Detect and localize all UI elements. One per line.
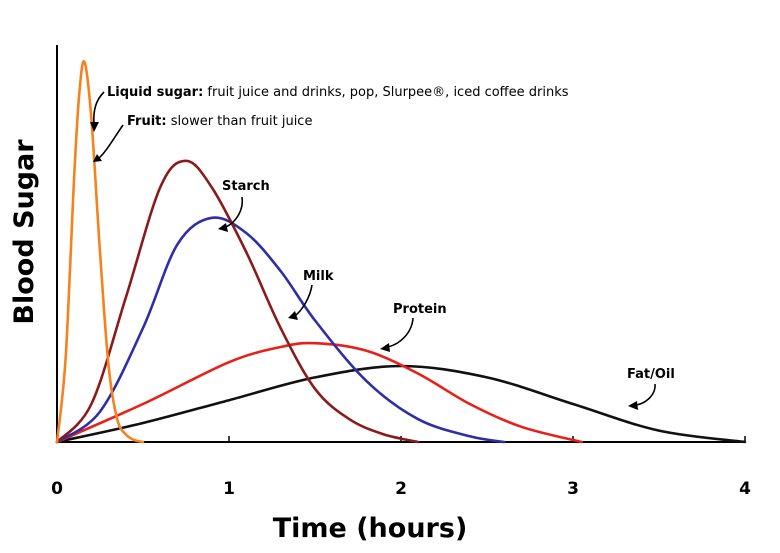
annotation-fruit-bold: Fruit: bbox=[127, 114, 167, 129]
annotation-fruit: Fruit: slower than fruit juice bbox=[127, 114, 312, 129]
arrow-liquid-sugar-head bbox=[90, 122, 99, 132]
annotation-fat-oil: Fat/Oil bbox=[627, 367, 675, 382]
series-line-protein bbox=[55, 341, 583, 444]
annotation-liquid-sugar-bold: Liquid sugar: bbox=[107, 85, 203, 100]
x-tick-label-1: 1 bbox=[223, 479, 235, 499]
arrow-milk-head bbox=[288, 311, 298, 320]
annotation-fruit-text: slower than fruit juice bbox=[167, 114, 313, 129]
x-tick-label-4: 4 bbox=[739, 479, 751, 499]
annotation-milk: Milk bbox=[303, 269, 334, 284]
arrow-starch bbox=[225, 196, 244, 228]
annotation-protein: Protein bbox=[393, 302, 447, 317]
arrow-fat-oil-head bbox=[628, 401, 638, 410]
x-tick-label-2: 2 bbox=[395, 479, 407, 499]
annotation-liquid-sugar-text: fruit juice and drinks, pop, Slurpee®, i… bbox=[203, 85, 568, 100]
arrow-protein bbox=[387, 317, 414, 348]
x-tick-label-0: 0 bbox=[51, 479, 63, 499]
series-line-liquid-sugar bbox=[55, 59, 145, 444]
x-axis-title: Time (hours) bbox=[273, 513, 468, 544]
x-tick-label-3: 3 bbox=[567, 479, 579, 499]
annotation-liquid-sugar: Liquid sugar: fruit juice and drinks, po… bbox=[107, 85, 569, 100]
arrow-milk bbox=[295, 284, 313, 316]
arrow-starch-head bbox=[218, 223, 228, 232]
arrow-protein-head bbox=[380, 343, 390, 352]
arrow-fat-oil bbox=[635, 383, 656, 406]
annotation-starch: Starch bbox=[222, 179, 270, 194]
arrow-fruit bbox=[98, 124, 124, 159]
arrow-liquid-sugar bbox=[93, 91, 105, 125]
y-axis-title: Blood Sugar bbox=[9, 139, 40, 325]
series-line-starch bbox=[55, 159, 420, 444]
arrow-fruit-head bbox=[93, 154, 102, 162]
series-line-milk bbox=[55, 216, 506, 444]
